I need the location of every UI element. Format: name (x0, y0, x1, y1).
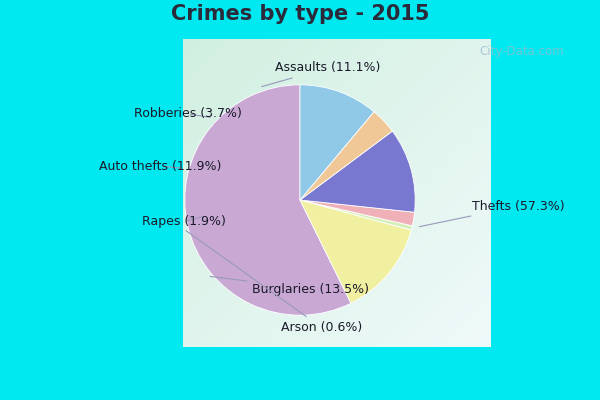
Wedge shape (185, 85, 351, 315)
Wedge shape (300, 85, 374, 200)
Wedge shape (300, 200, 415, 226)
Text: City-Data.com: City-Data.com (479, 46, 565, 58)
Text: Crimes by type - 2015: Crimes by type - 2015 (171, 4, 429, 24)
Text: Rapes (1.9%): Rapes (1.9%) (142, 215, 226, 228)
Wedge shape (300, 200, 412, 230)
Wedge shape (300, 131, 415, 212)
Wedge shape (300, 112, 392, 200)
Text: Robberies (3.7%): Robberies (3.7%) (134, 108, 242, 120)
Wedge shape (300, 200, 411, 303)
Text: Thefts (57.3%): Thefts (57.3%) (419, 200, 565, 227)
Text: Assaults (11.1%): Assaults (11.1%) (262, 62, 380, 87)
Text: Arson (0.6%): Arson (0.6%) (186, 231, 362, 334)
Text: Auto thefts (11.9%): Auto thefts (11.9%) (99, 160, 221, 173)
Text: Burglaries (13.5%): Burglaries (13.5%) (210, 276, 370, 296)
